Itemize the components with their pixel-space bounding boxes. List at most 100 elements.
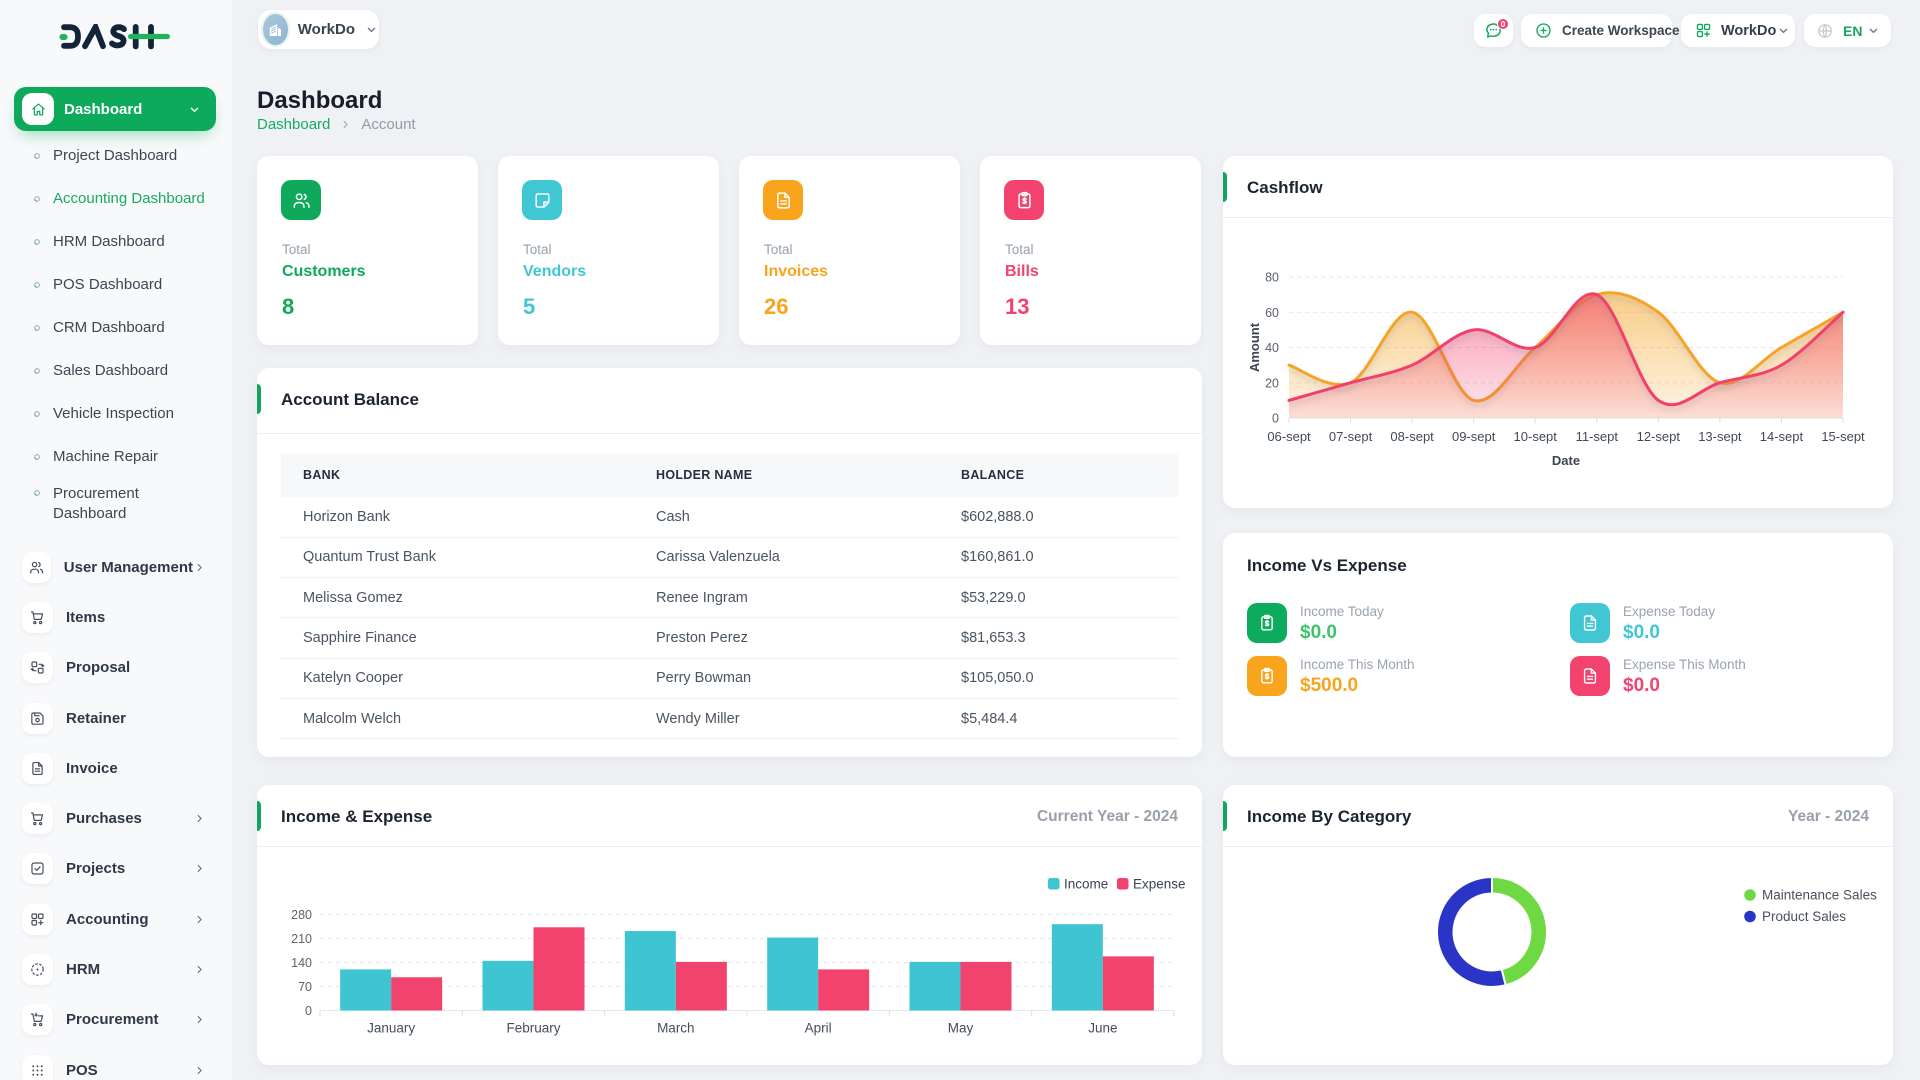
sidebar-item-dashboard[interactable]: Dashboard xyxy=(14,87,216,131)
sidebar: Dashboard Project Dashboard Accounting Da… xyxy=(0,0,232,1080)
sidebar-item-items[interactable]: Items xyxy=(0,592,232,642)
grid-dots-icon xyxy=(22,1054,53,1080)
sidebar-item-procurement-dashboard[interactable]: Procurement Dashboard xyxy=(0,478,232,540)
chevron-down-icon xyxy=(187,102,202,117)
messages-button[interactable]: 0 xyxy=(1474,14,1513,47)
grid-plus-icon xyxy=(1696,23,1711,38)
chart-text: 210 xyxy=(291,932,312,946)
messages-badge: 0 xyxy=(1497,18,1509,30)
ive-label: Income This Month xyxy=(1300,657,1415,672)
stat-prefix: Total xyxy=(764,242,793,257)
ive-value: $0.0 xyxy=(1300,622,1337,643)
sidebar-main-menu: User Management Items Proposal Retainer Invo… xyxy=(0,542,232,1080)
sidebar-item-accounting[interactable]: Accounting xyxy=(0,894,232,944)
cell-balance: $602,888.0 xyxy=(961,497,1179,538)
stat-value: 8 xyxy=(282,294,295,319)
workspace-avatar xyxy=(263,14,288,45)
app-switcher-button[interactable]: WorkDo xyxy=(1681,14,1795,47)
bar-expense-january xyxy=(391,977,443,1011)
sidebar-item-crm-dashboard[interactable]: CRM Dashboard xyxy=(0,306,232,349)
sidebar-item-vehicle-inspection[interactable]: Vehicle Inspection xyxy=(0,392,232,435)
ive-label: Income Today xyxy=(1300,604,1384,619)
card-accent-bar xyxy=(257,384,261,414)
sidebar-item-retainer[interactable]: Retainer xyxy=(0,693,232,743)
clipboard-icon xyxy=(1261,667,1273,684)
workspace-switcher[interactable]: WorkDo xyxy=(258,10,379,49)
clipboard-icon xyxy=(1004,180,1044,220)
income-expense-chart-card: Income & Expense Current Year - 2024 0 70… xyxy=(257,785,1202,1065)
income-expense-chart: 0 70 140 210 280 January February March April May… xyxy=(291,877,1186,1036)
legend-label: Product Sales xyxy=(1762,909,1846,924)
sidebar-item-proposal[interactable]: Proposal xyxy=(0,643,232,693)
chart-text: 14-sept xyxy=(1760,429,1804,444)
circle-bullet-icon xyxy=(33,410,41,418)
users-icon xyxy=(22,551,51,583)
stat-label: Customers xyxy=(282,263,366,280)
column-header-holder-name: HOLDER NAME xyxy=(656,453,961,497)
sidebar-item-label: Retainer xyxy=(66,709,127,727)
chart-text: Expense xyxy=(1133,877,1186,892)
bar-expense-june xyxy=(1102,956,1154,1011)
chart-text: 15-sept xyxy=(1821,429,1865,444)
bar-income-february xyxy=(482,960,534,1011)
create-workspace-button[interactable]: Create Workspace xyxy=(1521,14,1680,47)
table-row: Horizon Bank Cash $602,888.0 xyxy=(281,497,1179,538)
ive-value: $500.0 xyxy=(1300,675,1359,696)
check-square-icon xyxy=(22,853,53,885)
chevron-right-icon xyxy=(339,118,352,131)
sidebar-item-user-management[interactable]: User Management xyxy=(0,542,232,592)
sidebar-active-label: Dashboard xyxy=(64,100,143,118)
sidebar-item-invoice[interactable]: Invoice xyxy=(0,743,232,793)
stat-prefix: Total xyxy=(282,242,311,257)
stat-value: 5 xyxy=(523,294,536,319)
sidebar-item-project-dashboard[interactable]: Project Dashboard xyxy=(0,134,232,177)
cell-holder: Perry Bowman xyxy=(656,658,961,699)
cell-holder: Preston Perez xyxy=(656,617,961,659)
chart-text: 09-sept xyxy=(1452,429,1496,444)
create-workspace-label: Create Workspace xyxy=(1562,23,1680,38)
sidebar-item-hrm-dashboard[interactable]: HRM Dashboard xyxy=(0,220,232,263)
breadcrumb-dashboard-link[interactable]: Dashboard xyxy=(257,116,331,133)
sidebar-item-pos-dashboard[interactable]: POS Dashboard xyxy=(0,263,232,306)
stat-card-invoices: Total Invoices 26 xyxy=(739,156,960,345)
sidebar-item-purchases[interactable]: Purchases xyxy=(0,793,232,843)
card-accent-bar xyxy=(1223,801,1227,831)
file-icon xyxy=(1583,668,1597,684)
clipboard-icon xyxy=(1247,603,1287,643)
chevron-right-icon xyxy=(193,561,206,574)
clipboard-icon xyxy=(1017,191,1031,208)
sidebar-item-procurement[interactable]: Procurement xyxy=(0,995,232,1045)
grid-plus-icon xyxy=(1694,21,1713,40)
sidebar-item-sales-dashboard[interactable]: Sales Dashboard xyxy=(0,349,232,392)
sidebar-item-hrm[interactable]: HRM xyxy=(0,944,232,994)
ive-tile-expense-this-month: Expense This Month $0.0 xyxy=(1570,656,1746,697)
ive-tile-income-this-month: Income This Month $500.0 xyxy=(1247,656,1415,697)
cart-icon xyxy=(22,601,53,633)
sidebar-item-pos[interactable]: POS xyxy=(0,1045,232,1080)
chart-text: 11-sept xyxy=(1576,429,1619,444)
workspace-name: WorkDo xyxy=(297,21,355,38)
app-logo[interactable] xyxy=(59,20,171,50)
language-selector[interactable]: EN xyxy=(1804,14,1891,47)
chevron-right-icon xyxy=(193,812,206,825)
stat-card-customers: Total Customers 8 xyxy=(257,156,478,345)
chart-text: 12-sept xyxy=(1637,429,1681,444)
sidebar-item-accounting-dashboard[interactable]: Accounting Dashboard xyxy=(0,177,232,220)
bar-expense-may xyxy=(960,961,1012,1011)
breadcrumb: Dashboard Account xyxy=(257,116,416,133)
chart-text: January xyxy=(367,1021,415,1036)
chevron-right-icon xyxy=(193,862,206,875)
sidebar-item-machine-repair[interactable]: Machine Repair xyxy=(0,435,232,478)
table-row: Quantum Trust Bank Carissa Valenzuela $160… xyxy=(281,537,1179,579)
stat-label: Bills xyxy=(1005,263,1039,280)
sidebar-item-projects[interactable]: Projects xyxy=(0,844,232,894)
stat-label: Invoices xyxy=(764,263,829,280)
apps-icon xyxy=(22,903,53,935)
users-icon xyxy=(281,180,321,220)
chart-text: February xyxy=(506,1021,560,1036)
language-label: EN xyxy=(1843,22,1863,39)
cashflow-title: Cashflow xyxy=(1247,178,1323,197)
area-fill-outflow xyxy=(1289,293,1843,418)
table-header-row: BANK HOLDER NAME BALANCE xyxy=(281,453,1179,497)
chart-shape xyxy=(1048,878,1060,890)
